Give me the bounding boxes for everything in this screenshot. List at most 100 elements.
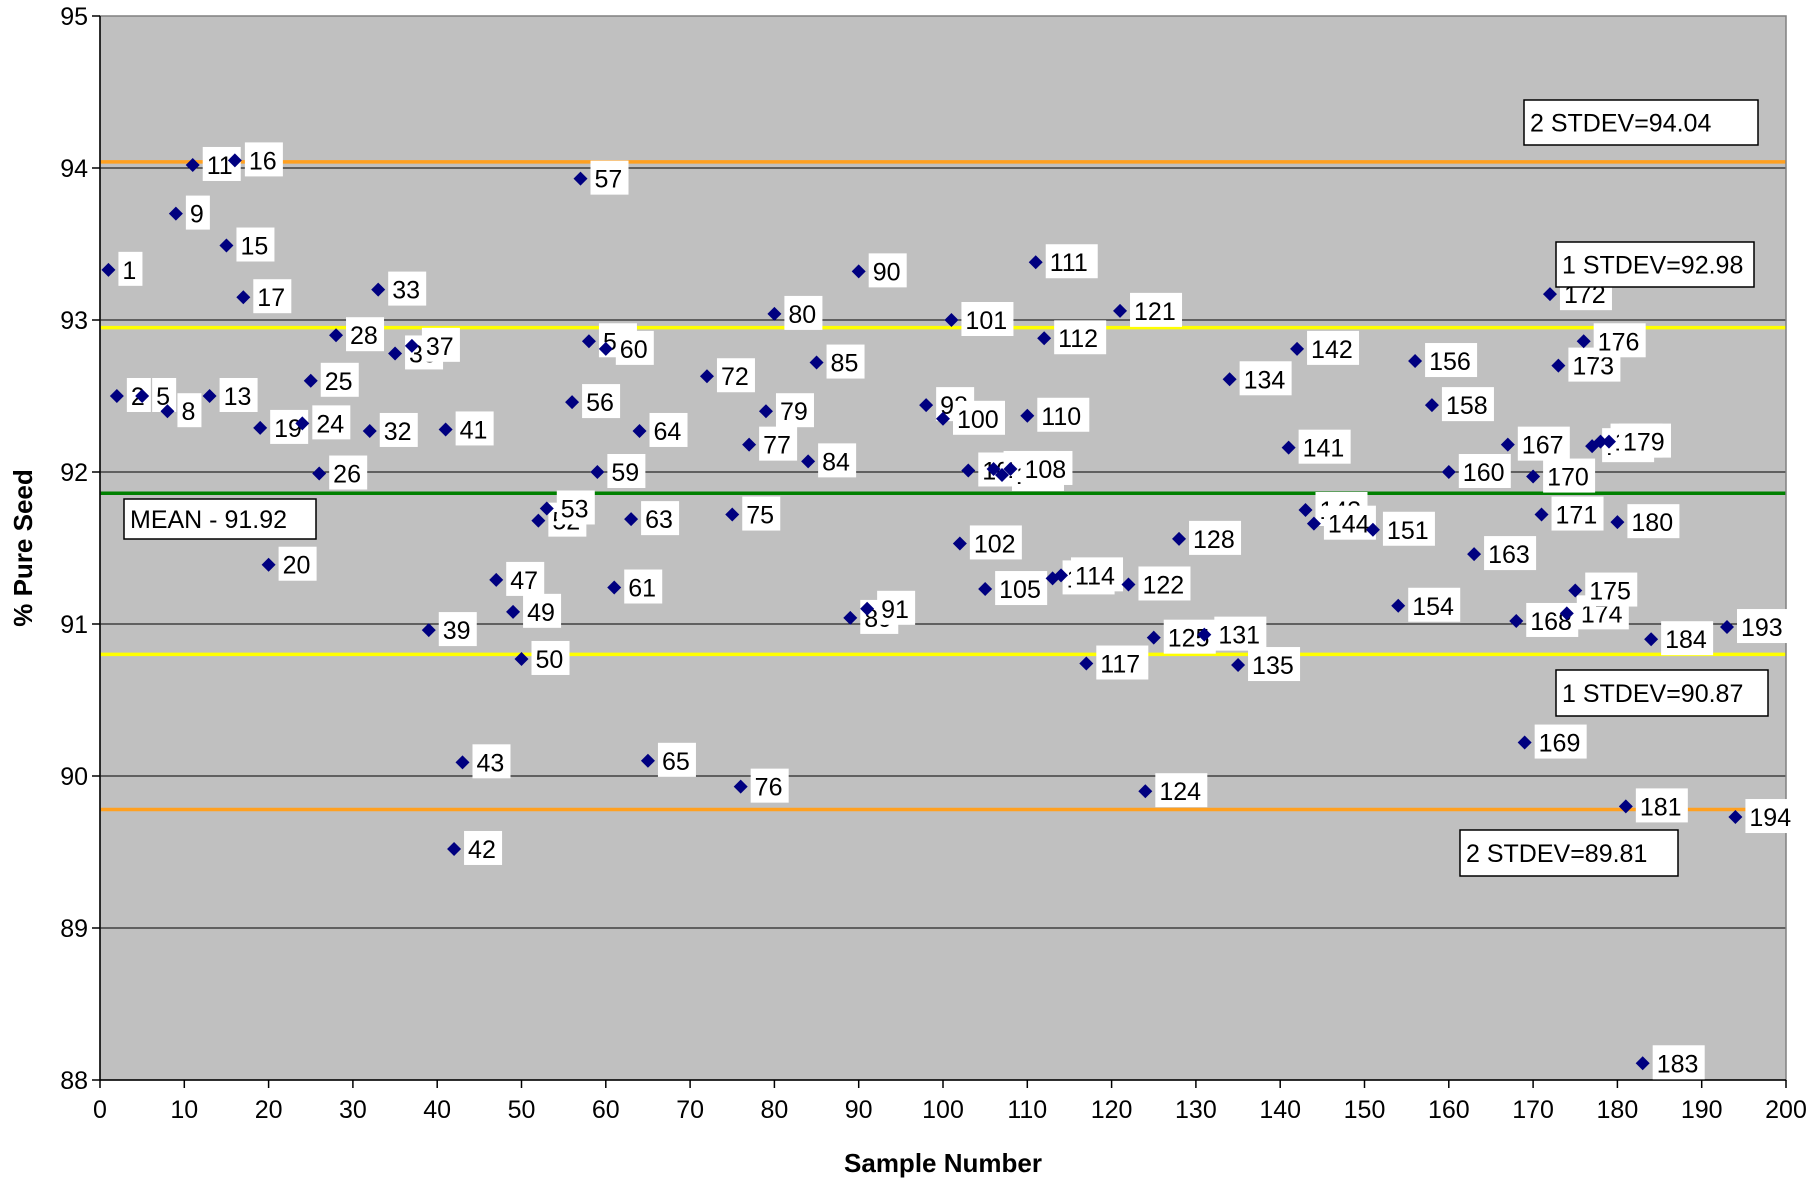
data-point xyxy=(1593,434,1608,449)
x-tick-label: 140 xyxy=(1259,1096,1301,1124)
data-point xyxy=(640,753,655,768)
data-point xyxy=(1719,620,1734,635)
x-tick-label: 110 xyxy=(1007,1096,1047,1124)
data-point xyxy=(447,841,462,856)
data-label: 101 xyxy=(965,307,1007,335)
data-label: 151 xyxy=(1387,517,1429,545)
data-label: 72 xyxy=(721,363,749,391)
data-label: 112 xyxy=(1058,325,1098,353)
y-axis-title: % Pure Seed xyxy=(8,469,38,627)
data-label-bg xyxy=(464,830,503,865)
data-label-bg xyxy=(244,142,283,177)
data-label-bg xyxy=(379,412,418,447)
data-point xyxy=(236,290,251,305)
data-label: 5 xyxy=(156,383,170,411)
data-label: 142 xyxy=(1311,336,1353,364)
data-label-bg xyxy=(388,271,427,306)
data-label: 134 xyxy=(1244,366,1286,394)
data-point xyxy=(944,313,959,327)
data-label-bg xyxy=(750,768,789,803)
data-label: 76 xyxy=(755,774,783,802)
reference-label: 2 STDEV=94.04 xyxy=(1530,110,1711,138)
data-point xyxy=(1365,522,1380,537)
data-label-bg xyxy=(236,227,275,262)
data-label: 141 xyxy=(1303,435,1345,463)
data-label: 179 xyxy=(1623,429,1665,457)
data-label-bg xyxy=(118,251,143,286)
data-label: 41 xyxy=(460,416,488,444)
data-label: 183 xyxy=(1657,1050,1699,1078)
data-label-bg xyxy=(320,362,359,397)
data-point xyxy=(421,623,436,638)
data-point xyxy=(632,423,647,438)
data-label: 176 xyxy=(1598,328,1640,356)
data-point xyxy=(160,404,175,419)
data-label: 32 xyxy=(384,418,412,446)
data-point xyxy=(1408,354,1423,369)
data-label-bg xyxy=(1458,454,1511,488)
data-point xyxy=(581,334,596,349)
y-tick-label: 88 xyxy=(60,1067,88,1095)
data-label-bg xyxy=(556,490,595,525)
data-label: 158 xyxy=(1446,392,1488,420)
reference-label-box xyxy=(1555,669,1769,717)
data-point xyxy=(860,601,875,616)
data-label-bg xyxy=(1526,602,1579,637)
data-point xyxy=(1517,735,1532,750)
data-label: 85 xyxy=(831,350,859,378)
y-tick-label: 89 xyxy=(60,915,88,943)
data-label: 17 xyxy=(257,284,285,312)
data-label-bg xyxy=(1585,572,1638,607)
x-tick-label: 180 xyxy=(1597,1096,1639,1124)
data-point xyxy=(607,580,622,595)
data-label-bg xyxy=(649,412,688,447)
data-point xyxy=(1542,287,1557,302)
data-label: 170 xyxy=(1547,464,1589,492)
data-label: 80 xyxy=(788,301,816,329)
data-point xyxy=(1197,627,1212,642)
data-point xyxy=(101,262,116,277)
data-point xyxy=(995,468,1010,483)
y-tick-label: 95 xyxy=(60,3,88,31)
data-point xyxy=(1003,461,1018,476)
data-point xyxy=(801,454,816,469)
data-label: 56 xyxy=(586,389,614,417)
data-label: 90 xyxy=(873,258,901,286)
data-point xyxy=(1534,507,1549,522)
data-label: 28 xyxy=(350,322,378,350)
y-tick-label: 94 xyxy=(60,155,88,183)
data-label: 175 xyxy=(1589,578,1631,606)
data-point xyxy=(404,338,419,353)
data-label: 100 xyxy=(957,406,999,434)
data-label-bg xyxy=(784,295,823,330)
data-point xyxy=(961,463,976,478)
data-label: 122 xyxy=(1142,571,1184,599)
data-point xyxy=(742,437,757,452)
data-label: 131 xyxy=(1218,622,1260,650)
data-label-bg xyxy=(1408,587,1461,622)
data-point xyxy=(135,389,150,403)
data-label: 144 xyxy=(1328,511,1370,539)
data-point xyxy=(227,153,242,168)
data-label-bg xyxy=(1307,330,1360,365)
data-label: 39 xyxy=(443,617,471,645)
data-point xyxy=(1441,465,1456,479)
data-point xyxy=(573,171,588,186)
data-point xyxy=(261,557,276,572)
reference-label-box xyxy=(1523,99,1759,146)
data-label: 154 xyxy=(1412,593,1454,621)
data-label-bg xyxy=(961,302,1014,336)
x-tick-label: 100 xyxy=(922,1096,964,1124)
data-label-bg xyxy=(1037,397,1090,432)
data-point xyxy=(329,328,344,343)
reference-label-box xyxy=(1555,241,1755,288)
data-label: 16 xyxy=(249,147,277,175)
data-label: 9 xyxy=(190,201,204,229)
data-label: 184 xyxy=(1665,626,1707,654)
data-label-bg xyxy=(1425,343,1478,378)
data-label-bg xyxy=(1096,645,1149,680)
data-label: 11 xyxy=(207,152,233,180)
reference-label: MEAN - 91.92 xyxy=(130,506,287,534)
data-label-bg xyxy=(346,317,385,352)
gridlines xyxy=(100,167,1786,929)
